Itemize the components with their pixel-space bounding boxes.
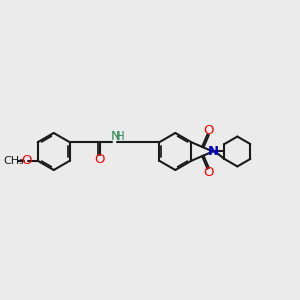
- Text: N: N: [208, 145, 219, 158]
- Text: CH₃: CH₃: [3, 156, 24, 166]
- Text: O: O: [94, 153, 105, 166]
- Text: O: O: [203, 167, 213, 179]
- Text: N: N: [110, 130, 120, 143]
- Text: O: O: [203, 124, 213, 136]
- Text: O: O: [21, 154, 32, 167]
- Text: H: H: [116, 130, 125, 143]
